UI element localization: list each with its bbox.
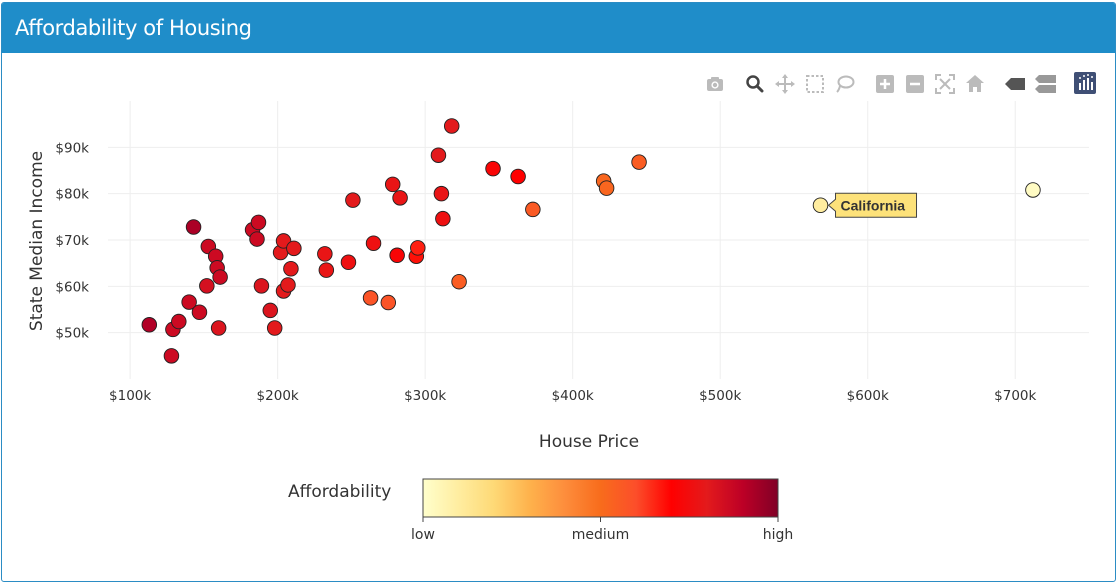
data-point[interactable] [185, 219, 202, 235]
zoom-icon[interactable] [746, 75, 764, 93]
hover-text: California [841, 197, 906, 213]
data-point[interactable] [435, 210, 451, 227]
reset-axes-icon[interactable] [966, 75, 984, 92]
data-point[interactable] [163, 348, 180, 364]
x-tick-label: $700k [994, 388, 1036, 404]
data-point[interactable] [365, 235, 382, 251]
data-point[interactable] [191, 304, 208, 321]
data-point[interactable] [631, 154, 647, 170]
data-point[interactable] [812, 197, 829, 213]
data-point[interactable] [380, 294, 397, 311]
data-point[interactable] [525, 201, 541, 218]
colorbar-tick-label: low [411, 527, 435, 543]
data-point[interactable] [345, 192, 361, 208]
x-axis-title: House Price [539, 432, 639, 452]
x-tick-label: $500k [699, 388, 741, 404]
data-point[interactable] [199, 278, 215, 294]
lasso-select-icon[interactable] [836, 75, 855, 93]
autoscale-icon[interactable] [935, 74, 955, 94]
data-point[interactable] [451, 273, 467, 290]
data-point[interactable] [141, 317, 158, 333]
box-select-icon[interactable] [806, 75, 824, 93]
data-point[interactable] [485, 160, 501, 177]
modebar [707, 72, 1096, 94]
data-point[interactable] [443, 118, 460, 134]
colorbar-tick-label: high [763, 527, 794, 543]
colorbar: Affordability low medium high [288, 478, 793, 543]
data-point[interactable] [384, 176, 401, 193]
hover-label: California [827, 192, 918, 218]
data-point[interactable] [410, 240, 426, 256]
colorbar-gradient [422, 478, 779, 518]
y-tick-label: $70k [55, 233, 89, 249]
data-point[interactable] [253, 278, 270, 294]
data-point[interactable] [433, 185, 450, 202]
y-axis-title: State Median Income [27, 151, 47, 331]
data-point[interactable] [250, 214, 267, 231]
colorbar-title: Affordability [288, 482, 391, 502]
colorbar-tick-label: medium [572, 527, 630, 543]
colorbar-ticks: low medium high [411, 517, 793, 543]
y-axis-ticks: $50k $60k $70k $80k $90k [55, 140, 89, 341]
data-point[interactable] [340, 254, 357, 270]
y-tick-label: $60k [55, 279, 89, 295]
data-point[interactable] [286, 240, 302, 257]
y-tick-label: $50k [55, 326, 89, 342]
x-tick-label: $300k [404, 388, 446, 404]
pan-icon[interactable] [775, 74, 795, 94]
x-tick-label: $400k [552, 388, 594, 404]
x-axis-ticks: $100k $200k $300k $400k $500k $600k $700k [109, 388, 1036, 404]
data-point[interactable] [283, 260, 299, 277]
data-point[interactable] [280, 277, 296, 293]
data-point[interactable] [318, 262, 335, 278]
zoom-out-icon[interactable] [906, 75, 924, 93]
panel-title: Affordability of Housing [15, 16, 252, 40]
plotly-logo-icon[interactable] [1074, 72, 1096, 94]
y-tick-label: $80k [55, 187, 89, 203]
x-tick-label: $200k [257, 388, 299, 404]
hover-compare-icon[interactable] [1035, 75, 1056, 93]
data-point[interactable] [510, 168, 526, 185]
hover-box [827, 192, 918, 218]
data-point[interactable] [266, 320, 283, 336]
data-point[interactable] [598, 180, 615, 196]
data-point[interactable] [171, 313, 187, 330]
data-point[interactable] [317, 246, 333, 262]
data-point[interactable] [262, 302, 279, 319]
data-point[interactable] [181, 294, 197, 310]
panel-header: Affordability of Housing [2, 3, 1115, 53]
y-tick-label: $90k [55, 140, 89, 156]
zoom-in-icon[interactable] [876, 75, 894, 93]
x-tick-label: $600k [847, 388, 889, 404]
data-point[interactable] [389, 247, 405, 264]
data-point[interactable] [210, 320, 227, 336]
data-point[interactable] [249, 231, 265, 247]
scatter-plot[interactable]: $100k $200k $300k $400k $500k $600k $700k $50k… [2, 3, 1115, 581]
data-point[interactable] [392, 190, 408, 206]
hover-closest-icon[interactable] [1005, 78, 1025, 90]
x-tick-label: $100k [109, 388, 151, 404]
camera-icon[interactable] [707, 77, 723, 91]
data-points[interactable] [141, 118, 1041, 364]
data-point[interactable] [1025, 182, 1041, 198]
data-point[interactable] [430, 147, 447, 163]
data-point[interactable] [362, 290, 379, 306]
data-point[interactable] [212, 269, 228, 285]
